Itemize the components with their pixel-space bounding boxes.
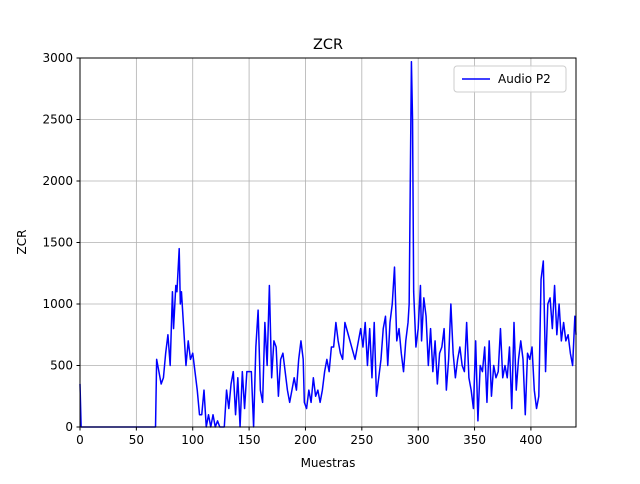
legend: Audio P2 <box>453 65 567 93</box>
y-axis-label: ZCR <box>15 230 29 255</box>
ticks: 0 50 100 150 200 250 300 350 400 0 500 1000 1500 2000… <box>42 51 542 447</box>
x-tick-label: 250 <box>350 433 373 447</box>
x-tick-label: 100 <box>181 433 204 447</box>
legend-label: Audio P2 <box>498 72 551 86</box>
y-tick-label: 500 <box>50 359 73 373</box>
legend-box <box>453 65 567 93</box>
x-tick-label: 50 <box>129 433 144 447</box>
x-tick-label: 150 <box>238 433 261 447</box>
x-tick-label: 0 <box>76 433 84 447</box>
y-tick-label: 0 <box>65 420 73 434</box>
x-tick-label: 200 <box>294 433 317 447</box>
y-tick-label: 1000 <box>42 297 73 311</box>
y-tick-label: 1500 <box>42 236 73 250</box>
y-tick-label: 2000 <box>42 174 73 188</box>
x-axis-label: Muestras <box>301 456 356 470</box>
plot <box>79 60 577 428</box>
data-line <box>79 60 577 428</box>
x-tick-label: 350 <box>463 433 486 447</box>
y-tick-label: 2500 <box>42 113 73 127</box>
chart-title: ZCR <box>313 37 343 53</box>
x-tick-label: 300 <box>407 433 430 447</box>
x-tick-label: 400 <box>519 433 542 447</box>
y-tick-label: 3000 <box>42 51 73 65</box>
